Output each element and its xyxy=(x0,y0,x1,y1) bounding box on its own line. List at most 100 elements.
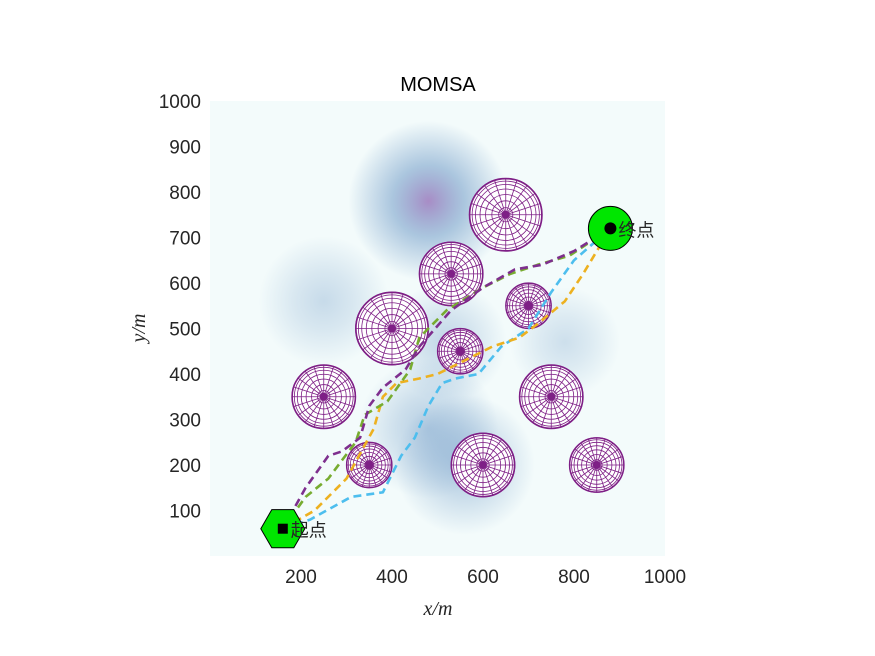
obstacle-meridian xyxy=(482,438,503,466)
obstacle-center xyxy=(592,461,601,469)
obstacle-meridian xyxy=(362,306,393,329)
obstacle-meridian xyxy=(323,396,350,416)
obstacle-meridian xyxy=(476,214,506,237)
obstacle-meridian xyxy=(551,396,578,416)
obstacle-meridian xyxy=(420,263,452,275)
obstacle-meridian xyxy=(425,273,452,293)
obstacle-meridian xyxy=(357,328,393,341)
obstacle-meridian xyxy=(541,396,552,428)
obstacle-meridian xyxy=(482,464,514,476)
obstacle-meridian xyxy=(472,434,484,466)
obstacle-meridian xyxy=(297,396,324,416)
obstacle-meridian xyxy=(323,366,334,397)
obstacle-meridian xyxy=(357,316,393,329)
obstacle-meridian xyxy=(451,263,482,275)
obstacle-meridian xyxy=(570,464,597,474)
obstacle-meridian xyxy=(323,386,355,398)
obstacle-center xyxy=(501,210,510,219)
obstacle-meridian xyxy=(482,445,510,466)
y-tick-label: 200 xyxy=(169,456,201,477)
obstacle-meridian xyxy=(550,366,562,397)
obstacle-meridian xyxy=(520,386,552,398)
obstacle-center xyxy=(365,461,374,469)
obstacle-meridian xyxy=(525,377,552,398)
path-series-1 xyxy=(282,227,612,530)
obstacle-meridian xyxy=(391,316,427,329)
obstacle-meridian xyxy=(313,366,325,397)
obstacle-meridian xyxy=(574,448,597,466)
obstacle-meridian xyxy=(293,396,324,407)
obstacle-meridian xyxy=(391,328,414,359)
obstacle-meridian xyxy=(440,273,452,305)
obstacle-sphere xyxy=(418,241,484,307)
obstacle-meridian xyxy=(482,434,494,466)
obstacle-meridian xyxy=(420,273,452,285)
threat-blob xyxy=(348,121,509,282)
obstacle-meridian xyxy=(551,377,578,398)
obstacle-meridian xyxy=(391,328,404,364)
obstacle-meridian xyxy=(551,396,582,407)
obstacle-meridian xyxy=(596,464,620,482)
obstacle-sphere xyxy=(505,282,552,330)
obstacle-sphere xyxy=(450,432,516,498)
obstacle-meridian xyxy=(293,386,324,398)
obstacle-meridian xyxy=(391,328,427,341)
y-tick-label: 300 xyxy=(169,411,201,432)
obstacle-meridian xyxy=(450,273,462,305)
obstacle-meridian xyxy=(323,396,355,407)
obstacle-meridian xyxy=(451,273,482,285)
obstacle-meridian xyxy=(520,396,552,407)
obstacle-center xyxy=(456,347,465,356)
obstacle-meridian xyxy=(596,464,614,488)
obstacle-meridian xyxy=(450,247,471,275)
obstacle-meridian xyxy=(323,377,350,398)
obstacle-meridian xyxy=(313,396,325,428)
obstacle-meridian xyxy=(452,464,484,476)
obstacle-meridian xyxy=(450,254,478,275)
y-axis-label: y/m xyxy=(128,314,150,345)
obstacle-meridian xyxy=(391,306,422,329)
obstacle-center xyxy=(479,461,487,469)
obstacle-meridian xyxy=(463,464,484,492)
y-tick-label: 400 xyxy=(169,365,201,386)
goal-point xyxy=(604,222,617,235)
obstacle-meridian xyxy=(505,214,518,250)
obstacle-meridian xyxy=(587,464,598,492)
obstacle-meridian xyxy=(471,203,506,216)
obstacle-sphere xyxy=(518,364,584,430)
obstacle-meridian xyxy=(476,193,506,216)
y-tick-label: 800 xyxy=(169,183,201,204)
obstacle-meridian xyxy=(596,442,614,466)
obstacle-meridian xyxy=(574,464,597,482)
obstacle-meridian xyxy=(505,203,541,216)
obstacle-sphere xyxy=(568,437,625,493)
obstacle-sphere xyxy=(436,327,484,375)
obstacle-meridian xyxy=(550,396,571,423)
x-tick-label: 600 xyxy=(467,567,499,588)
obstacle-meridian xyxy=(297,377,324,398)
obstacle-meridian xyxy=(580,464,598,488)
obstacle-meridian xyxy=(580,442,598,466)
obstacle-meridian xyxy=(570,456,597,466)
obstacle-meridian xyxy=(304,370,325,397)
x-tick-label: 200 xyxy=(285,567,317,588)
obstacle-meridian xyxy=(370,328,393,359)
obstacle-meridian xyxy=(505,214,541,227)
obstacle-meridian xyxy=(432,247,452,275)
obstacle-center xyxy=(388,324,396,333)
obstacle-meridian xyxy=(323,396,343,423)
tick-labels: 200 400 600 800 1000 100 200 300 400 500 600 700 800… xyxy=(159,92,686,588)
obstacle-meridian xyxy=(532,396,552,423)
obstacle-meridian xyxy=(505,193,536,216)
obstacle-meridian xyxy=(505,214,528,245)
obstacle-meridian xyxy=(450,243,462,275)
obstacle-meridian xyxy=(456,464,484,485)
x-tick-label: 1000 xyxy=(644,567,686,588)
obstacle-meridian xyxy=(391,293,404,329)
chart-title: MOMSA xyxy=(400,74,476,96)
start-label: 起点 xyxy=(291,521,327,542)
x-axis-label: x/m xyxy=(423,598,453,620)
obstacle-meridian xyxy=(505,214,536,237)
obstacle-meridian xyxy=(596,456,623,466)
obstacle-meridian xyxy=(505,180,518,215)
